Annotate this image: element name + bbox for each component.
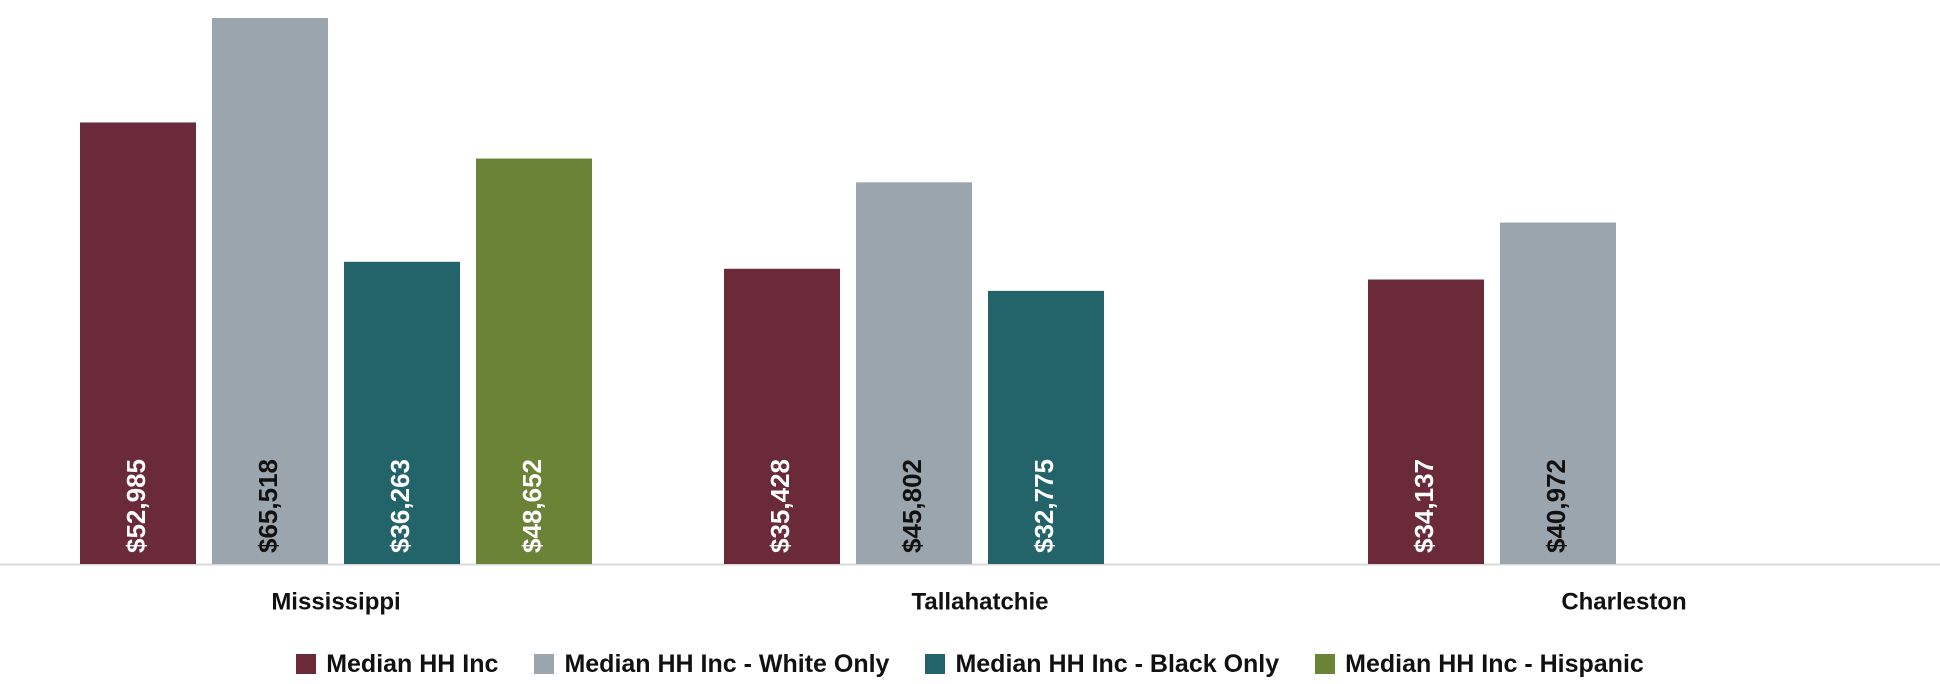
data-label-mississippi-series-1: $52,985 [121,459,151,553]
bar-charleston-series-2 [1500,222,1616,565]
legend-item-series-4: Median HH Inc - Hispanic [1315,650,1644,679]
legend-swatch [1315,654,1336,674]
bar-mississippi-series-3 [344,261,460,564]
category-label-tallahatchie: Tallahatchie [912,588,1049,615]
data-label-charleston-series-1: $34,137 [1409,459,1439,553]
legend-label: Median HH Inc [326,649,499,678]
legend-swatch [925,654,946,674]
category-label-mississippi: Mississippi [271,588,400,615]
data-label-tallahatchie-series-3: $32,775 [1029,459,1059,553]
data-label-tallahatchie-series-1: $35,428 [765,459,795,553]
legend-swatch [296,654,317,674]
data-label-mississippi-series-4: $48,652 [517,459,547,553]
legend-label: Median HH Inc - White Only [564,649,890,678]
legend-label: Median HH Inc - Black Only [955,649,1280,678]
data-label-charleston-series-2: $40,972 [1541,459,1571,553]
bar-mississippi-series-4 [476,158,592,565]
legend-item-series-3: Median HH Inc - Black Only [925,650,1279,679]
legend: Median HH Inc Median HH Inc - White Only M… [0,646,1940,682]
legend-item-series-2: Median HH Inc - White Only [534,650,889,679]
bar-tallahatchie-series-3 [988,290,1104,564]
legend-swatch [534,654,555,674]
bar-charleston-series-1 [1368,279,1484,564]
data-label-tallahatchie-series-2: $45,802 [897,459,927,553]
legend-item-series-1: Median HH Inc [296,650,498,679]
legend-label: Median HH Inc - Hispanic [1345,649,1644,678]
bar-mississippi-series-1 [80,122,196,564]
bar-tallahatchie-series-1 [724,268,840,564]
data-label-mississippi-series-3: $36,263 [385,459,415,553]
category-label-charleston: Charleston [1561,588,1686,615]
bar-mississippi-series-2 [212,18,328,565]
bar-chart-plot: $52,985 $65,518 $36,263 $48,652 Mississippi $… [0,18,1940,615]
data-label-mississippi-series-2: $65,518 [253,459,283,553]
bar-tallahatchie-series-2 [856,182,972,565]
